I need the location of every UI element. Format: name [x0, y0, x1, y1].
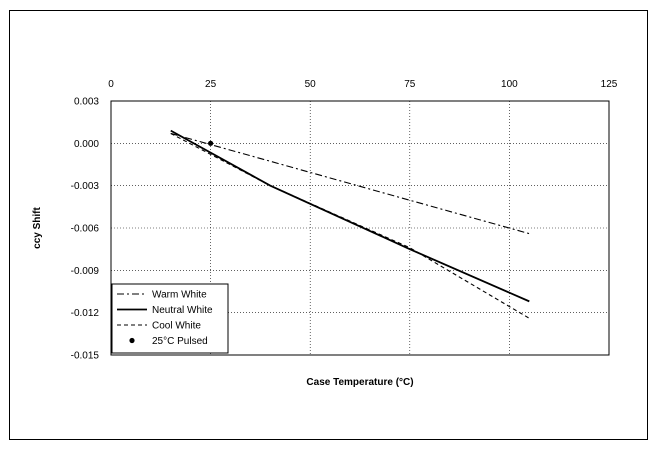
legend-label: 25°C Pulsed [152, 336, 208, 347]
y-tick-label: -0.009 [71, 266, 100, 277]
y-tick-label: -0.003 [71, 181, 100, 192]
series-line-warm-white [170, 132, 530, 235]
y-tick-labels: 0.003 0.000 -0.003 -0.006 -0.009 -0.012 -0.015 [71, 97, 100, 362]
x-tick-label: 25 [205, 79, 217, 90]
series-line-neutral-white [170, 129, 530, 303]
y-tick-label: -0.015 [71, 351, 100, 362]
chart-frame [9, 10, 648, 440]
x-tick-label: 50 [305, 79, 317, 90]
legend-swatch [129, 337, 135, 344]
x-tick-label: 0 [108, 79, 114, 90]
pulsed-point [208, 140, 214, 146]
plot-area [110, 100, 610, 356]
legend-label: Neutral White [152, 305, 213, 316]
x-tick-label: 125 [601, 79, 618, 90]
y-tick-label: -0.012 [71, 308, 100, 319]
x-tick-label: 100 [501, 79, 518, 90]
series-lines [170, 129, 530, 319]
legend-label: Cool White [152, 321, 201, 332]
y-tick-label: 0.000 [74, 139, 99, 150]
y-tick-label: 0.003 [74, 97, 99, 108]
x-tick-label: 75 [404, 79, 416, 90]
y-tick-label: -0.006 [71, 224, 100, 235]
legend: Warm White Neutral White Cool White 25°C Pu… [111, 283, 229, 354]
x-axis-title: Case Temperature (°C) [306, 377, 413, 388]
series-line-cool-white [170, 132, 530, 319]
legend-label: Warm White [152, 290, 207, 301]
x-tick-labels: 0 25 50 75 100 125 [108, 79, 618, 90]
y-axis-title: ccy Shift [32, 206, 43, 248]
